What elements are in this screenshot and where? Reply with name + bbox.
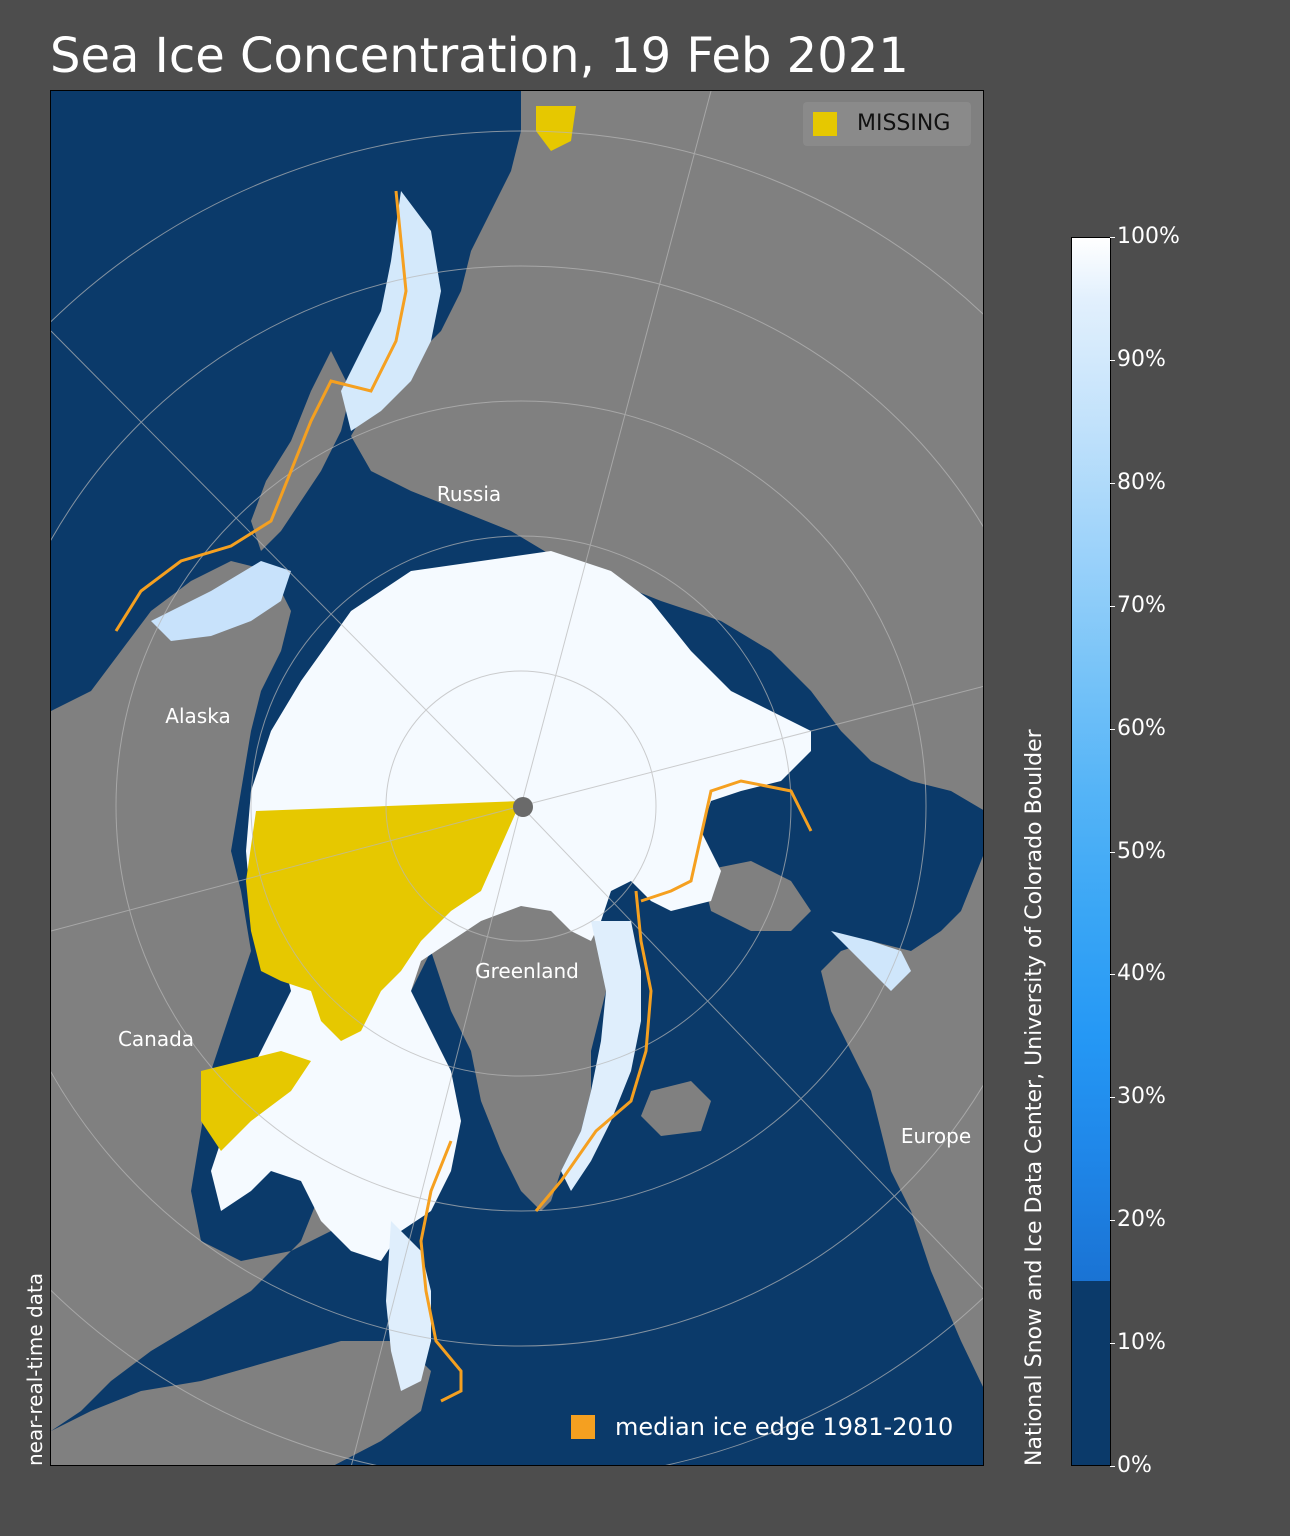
colorbar-tick-label: 0% [1117, 1453, 1152, 1478]
legend-missing: MISSING [803, 102, 971, 146]
concentration-colorbar [1071, 237, 1111, 1466]
region-label-alaska: Alaska [165, 704, 231, 728]
near-real-time-label: near-real-time data [23, 1272, 47, 1466]
colorbar-tick-mark [1110, 359, 1115, 361]
colorbar-tick-mark [1110, 851, 1115, 853]
colorbar-tick-label: 60% [1117, 715, 1166, 741]
region-label-russia: Russia [436, 482, 502, 506]
colorbar-tick-mark [1110, 1097, 1115, 1099]
missing-data-chukotka [536, 106, 576, 151]
land-europe [821, 856, 983, 1387]
colorbar-tick-label: 100% [1117, 224, 1180, 249]
region-label-europe: Europe [900, 1124, 972, 1148]
median-edge-swatch [571, 1415, 595, 1439]
colorbar-tick-mark [1110, 1466, 1115, 1467]
colorbar-tick-mark [1110, 1343, 1115, 1345]
land-svalbard [701, 861, 811, 931]
colorbar-tick-mark [1110, 728, 1115, 730]
sea-ice-baltic [831, 931, 911, 991]
land-labrador [51, 1341, 431, 1465]
median-ice-edge [114, 190, 813, 1403]
median-edge-label: median ice edge 1981-2010 [615, 1413, 954, 1441]
sea-ice-map[interactable]: Russia Alaska Canada Greenland Europe MI… [50, 90, 984, 1466]
sea-ice-east-greenland [561, 921, 641, 1191]
missing-label: MISSING [857, 111, 951, 136]
land-iceland [641, 1081, 711, 1136]
colorbar-tick-label: 80% [1117, 469, 1166, 495]
colorbar-tick-label: 50% [1117, 838, 1166, 864]
colorbar-tick-label: 20% [1117, 1207, 1166, 1233]
colorbar-tick-mark [1110, 237, 1115, 238]
colorbar-tick-label: 30% [1117, 1084, 1166, 1110]
colorbar-tick-label: 70% [1117, 592, 1166, 618]
missing-swatch [813, 112, 837, 136]
graticule [51, 91, 983, 1465]
land-kamchatka [251, 351, 351, 551]
sea-ice-okhotsk [341, 191, 441, 431]
map-title: Sea Ice Concentration, 19 Feb 2021 [50, 28, 909, 84]
colorbar-tick-label: 90% [1117, 346, 1166, 372]
region-label-canada: Canada [117, 1027, 195, 1051]
region-label-greenland: Greenland [475, 959, 579, 983]
colorbar-tick-mark [1110, 1220, 1115, 1222]
missing-data-hudson [201, 1051, 311, 1151]
legend-median-edge: median ice edge 1981-2010 [571, 1413, 953, 1441]
colorbar-tick-label: 40% [1117, 961, 1166, 987]
sea-ice-central-arctic [211, 551, 811, 1261]
sea-ice-baffin [386, 1221, 431, 1391]
credit-label: National Snow and Ice Data Center, Unive… [1022, 729, 1047, 1466]
colorbar-tick-mark [1110, 605, 1115, 607]
land-greenland [431, 901, 611, 1211]
sea-ice-bering [151, 561, 291, 641]
colorbar-tick-mark [1110, 974, 1115, 976]
colorbar-tick-mark [1110, 482, 1115, 484]
colorbar-tick-label: 10% [1117, 1330, 1166, 1356]
land-russia [351, 91, 983, 810]
pole-hole [513, 797, 533, 817]
